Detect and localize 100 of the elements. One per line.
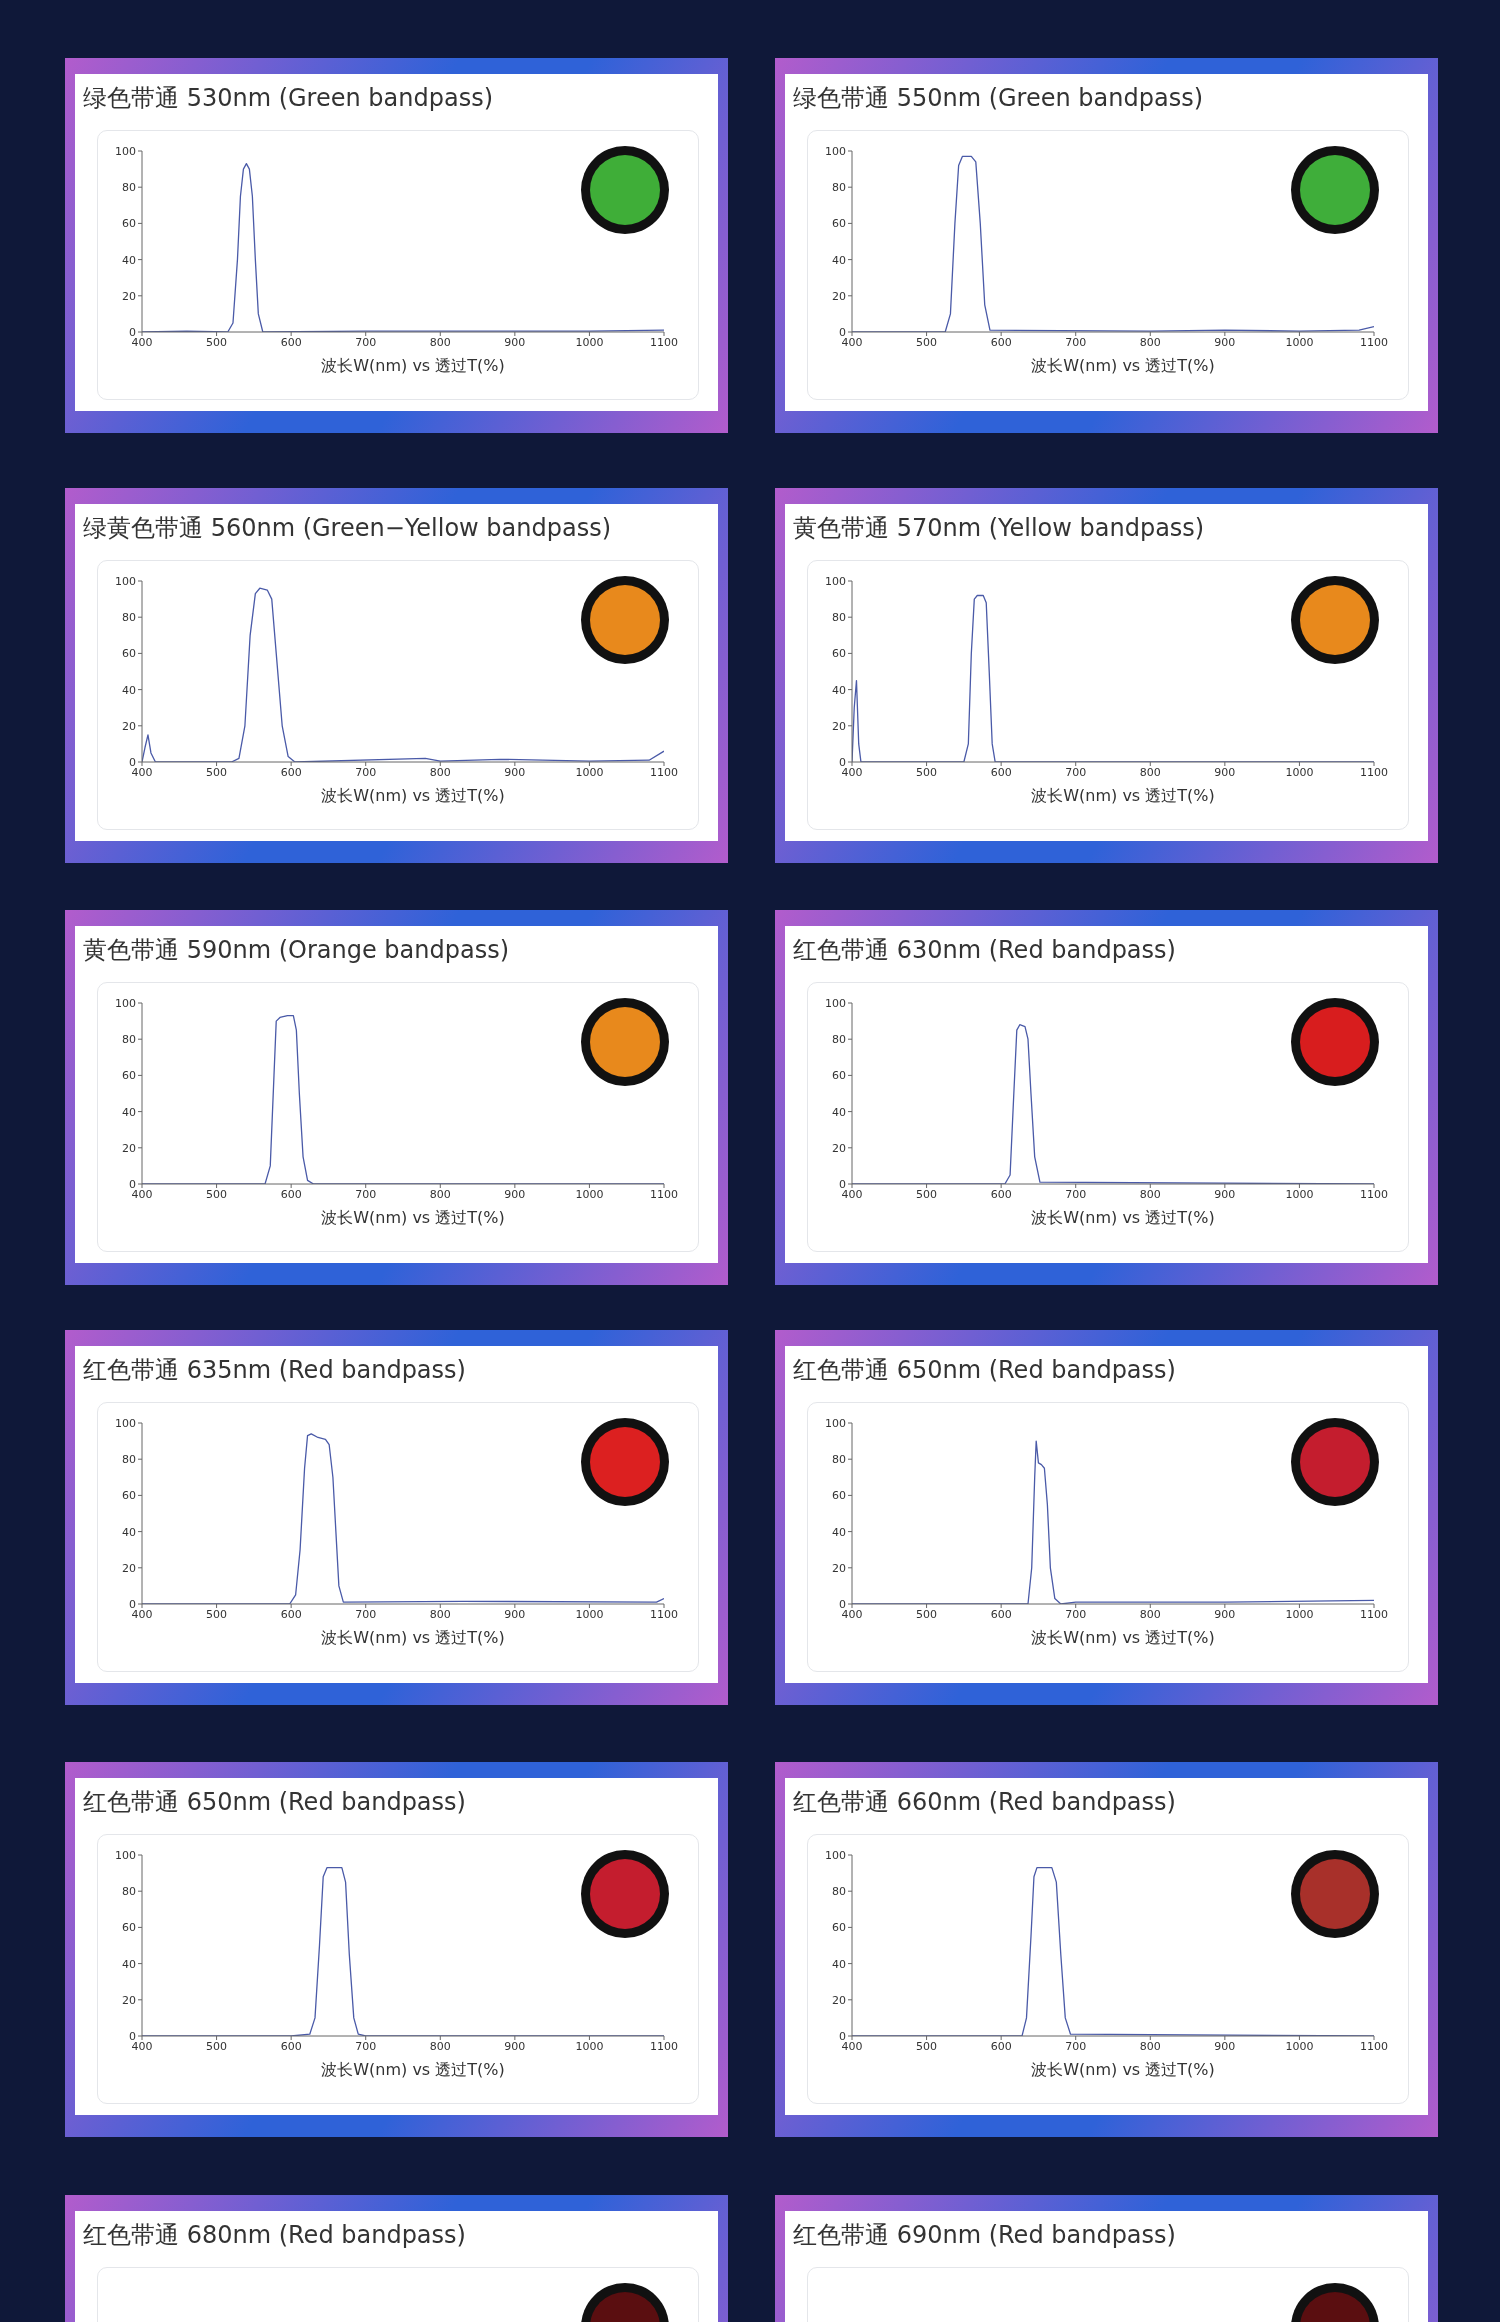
x-tick-label: 1100 (1360, 765, 1388, 779)
y-tick-label: 60 (122, 1921, 136, 1935)
chart-title: 绿色带通 550nm (Green bandpass) (792, 83, 1205, 114)
x-tick-label: 1100 (650, 765, 678, 779)
y-tick-label: 20 (832, 1141, 846, 1155)
y-tick-label: 80 (832, 1885, 846, 1899)
x-tick-label: 900 (1214, 1187, 1236, 1201)
x-tick-label: 700 (1065, 1607, 1087, 1621)
x-tick-label: 600 (280, 765, 302, 779)
x-tick-label: 900 (504, 1187, 526, 1201)
y-tick-label: 60 (122, 1489, 136, 1503)
x-tick-label: 600 (990, 2039, 1012, 2053)
x-tick-label: 600 (280, 1607, 302, 1621)
x-tick-label: 1000 (575, 335, 604, 349)
y-tick-label: 60 (122, 1069, 136, 1083)
chart-title: 绿色带通 530nm (Green bandpass) (82, 83, 495, 114)
x-tick-label: 700 (355, 2039, 377, 2053)
y-tick-label: 60 (832, 1069, 846, 1083)
x-tick-label: 1000 (1285, 1607, 1314, 1621)
x-tick-label: 1100 (1360, 1607, 1388, 1621)
y-tick-label: 100 (825, 996, 846, 1010)
x-tick-label: 600 (990, 335, 1012, 349)
x-tick-label: 1100 (650, 2039, 678, 2053)
x-axis-title: 波长W(nm) vs 透过T(%) (320, 1628, 506, 1649)
y-tick-label: 80 (832, 181, 846, 195)
x-tick-label: 1100 (1360, 335, 1388, 349)
x-tick-label: 900 (1214, 2039, 1236, 2053)
x-axis-title: 波长W(nm) vs 透过T(%) (1030, 786, 1216, 807)
x-tick-label: 900 (504, 2039, 526, 2053)
x-tick-label: 600 (280, 1187, 302, 1201)
chart-title: 红色带通 650nm (Red bandpass) (82, 1787, 467, 1818)
x-tick-label: 700 (355, 1187, 377, 1201)
x-tick-label: 1000 (1285, 335, 1314, 349)
y-tick-label: 100 (115, 1416, 136, 1430)
x-axis-title: 波长W(nm) vs 透过T(%) (1030, 1628, 1216, 1649)
x-tick-label: 600 (990, 1187, 1012, 1201)
x-tick-label: 900 (1214, 765, 1236, 779)
x-tick-label: 1000 (575, 1607, 604, 1621)
y-tick-label: 20 (122, 1141, 136, 1155)
y-tick-label: 40 (832, 683, 846, 697)
x-tick-label: 500 (206, 1607, 228, 1621)
y-tick-label: 80 (832, 1033, 846, 1047)
x-tick-label: 500 (206, 1187, 228, 1201)
x-tick-label: 800 (429, 1607, 451, 1621)
x-tick-label: 800 (1139, 335, 1161, 349)
y-tick-label: 60 (122, 217, 136, 231)
y-tick-label: 20 (122, 1561, 136, 1575)
x-axis-title: 波长W(nm) vs 透过T(%) (320, 356, 506, 377)
x-tick-label: 500 (916, 335, 938, 349)
y-tick-label: 80 (122, 611, 136, 625)
y-tick-label: 20 (832, 1993, 846, 2007)
x-tick-label: 800 (1139, 765, 1161, 779)
y-tick-label: 40 (832, 1525, 846, 1539)
y-tick-label: 60 (832, 647, 846, 661)
y-tick-label: 40 (832, 1957, 846, 1971)
y-tick-label: 80 (122, 181, 136, 195)
x-tick-label: 700 (355, 765, 377, 779)
y-tick-label: 20 (832, 289, 846, 303)
x-tick-label: 700 (355, 1607, 377, 1621)
y-tick-label: 20 (122, 719, 136, 733)
x-tick-label: 800 (429, 2039, 451, 2053)
y-tick-label: 80 (832, 1453, 846, 1467)
y-tick-label: 60 (832, 1921, 846, 1935)
y-tick-label: 80 (122, 1453, 136, 1467)
x-tick-label: 900 (1214, 335, 1236, 349)
chart-title: 黄色带通 570nm (Yellow bandpass) (792, 513, 1206, 544)
x-tick-label: 500 (206, 335, 228, 349)
chart-title: 红色带通 650nm (Red bandpass) (792, 1355, 1177, 1386)
x-tick-label: 500 (206, 2039, 228, 2053)
x-axis-title: 波长W(nm) vs 透过T(%) (320, 2060, 506, 2081)
x-tick-label: 700 (1065, 2039, 1087, 2053)
chart-title: 红色带通 660nm (Red bandpass) (792, 1787, 1177, 1818)
x-tick-label: 900 (504, 1607, 526, 1621)
x-axis-title: 波长W(nm) vs 透过T(%) (320, 786, 506, 807)
y-tick-label: 60 (122, 647, 136, 661)
x-tick-label: 800 (429, 1187, 451, 1201)
x-tick-label: 1000 (1285, 1187, 1314, 1201)
y-tick-label: 100 (115, 1848, 136, 1862)
y-tick-label: 100 (115, 996, 136, 1010)
y-tick-label: 20 (122, 1993, 136, 2007)
x-tick-label: 500 (916, 2039, 938, 2053)
x-tick-label: 700 (355, 335, 377, 349)
x-tick-label: 1100 (650, 335, 678, 349)
y-tick-label: 40 (122, 683, 136, 697)
y-tick-label: 40 (832, 1105, 846, 1119)
y-tick-label: 80 (832, 611, 846, 625)
x-tick-label: 1100 (650, 1187, 678, 1201)
y-tick-label: 80 (122, 1033, 136, 1047)
y-tick-label: 40 (122, 1957, 136, 1971)
y-tick-label: 20 (832, 1561, 846, 1575)
x-tick-label: 1100 (1360, 1187, 1388, 1201)
x-tick-label: 500 (916, 1187, 938, 1201)
x-tick-label: 800 (1139, 1187, 1161, 1201)
y-tick-label: 40 (832, 253, 846, 267)
y-tick-label: 60 (832, 1489, 846, 1503)
chart-title: 红色带通 630nm (Red bandpass) (792, 935, 1177, 966)
x-tick-label: 1000 (575, 1187, 604, 1201)
x-tick-label: 600 (280, 2039, 302, 2053)
x-tick-label: 700 (1065, 335, 1087, 349)
x-tick-label: 1000 (1285, 765, 1314, 779)
